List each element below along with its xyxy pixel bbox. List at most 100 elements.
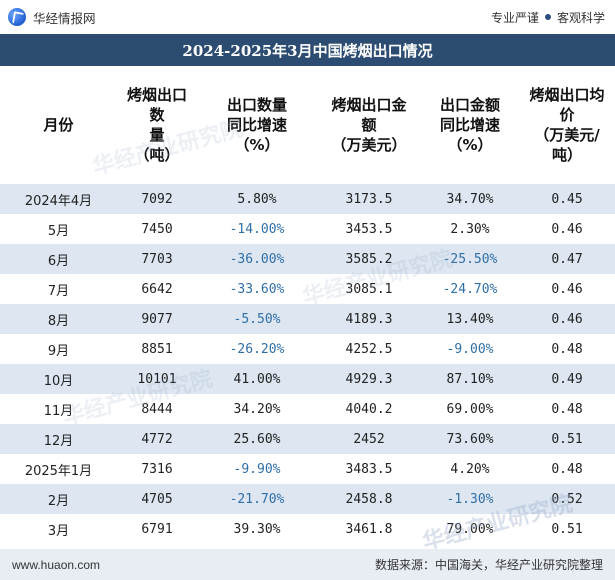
tagline: 专业严谨 客观科学: [491, 9, 605, 26]
table-cell-month: 5月: [0, 214, 117, 244]
table-cell-amt: 3085.1: [317, 274, 421, 304]
table-cell-amt-yoy: -24.70%: [421, 274, 519, 304]
data-table: 月份 烤烟出口数量 （吨） 出口数量同比增速 （%） 烤烟出口金额 （万美元） 出口金额同比增…: [0, 66, 615, 544]
table-cell-price: 0.48: [519, 394, 615, 424]
table-cell-amt-yoy: 79.00%: [421, 514, 519, 544]
brand[interactable]: 华经情报网: [8, 8, 96, 27]
table-cell-qty-yoy: -14.00%: [197, 214, 317, 244]
table-row: 12月 4772 25.60% 2452 73.60% 0.51: [0, 424, 615, 454]
footer-url[interactable]: www.huaon.com: [12, 557, 101, 572]
table-cell-amt-yoy: 87.10%: [421, 364, 519, 394]
table-cell-month: 2025年1月: [0, 454, 117, 484]
table-cell-month: 2月: [0, 484, 117, 514]
table-cell-month: 11月: [0, 394, 117, 424]
table-cell-month: 8月: [0, 304, 117, 334]
separator-dot-icon: [544, 14, 551, 20]
tagline-right: 客观科学: [556, 10, 605, 25]
column-header-line: 同比增速: [439, 116, 500, 134]
table-cell-qty-yoy: -36.00%: [197, 244, 317, 274]
table-cell-qty: 4772: [117, 424, 197, 454]
table-cell-amt-yoy: -9.00%: [421, 334, 519, 364]
column-header-line: 量: [149, 126, 165, 144]
table-row: 10月 10101 41.00% 4929.3 87.10% 0.49: [0, 364, 615, 394]
table-cell-amt: 3173.5: [317, 184, 421, 214]
table-cell-qty-yoy: -33.60%: [197, 274, 317, 304]
column-header-line: （%）: [447, 136, 493, 154]
column-header: 烤烟出口数量 （吨）: [117, 66, 197, 184]
column-header: 月份: [0, 66, 117, 184]
table-row: 2025年1月 7316 -9.90% 3483.5 4.20% 0.48: [0, 454, 615, 484]
table-cell-amt: 3585.2: [317, 244, 421, 274]
table-cell-qty: 6642: [117, 274, 197, 304]
table-cell-amt: 4040.2: [317, 394, 421, 424]
table-cell-month: 7月: [0, 274, 117, 304]
table-row: 2月 4705 -21.70% 2458.8 -1.30% 0.52: [0, 484, 615, 514]
brand-name: 华经情报网: [33, 10, 96, 26]
table-cell-amt: 2452: [317, 424, 421, 454]
column-header-line: 吨）: [551, 146, 582, 164]
table-cell-amt: 3461.8: [317, 514, 421, 544]
table-cell-month: 12月: [0, 424, 117, 454]
table-cell-price: 0.46: [519, 304, 615, 334]
top-bar: 华经情报网 专业严谨 客观科学: [0, 0, 615, 34]
table-cell-amt-yoy: -25.50%: [421, 244, 519, 274]
table-cell-qty-yoy: -26.20%: [197, 334, 317, 364]
column-header-line: 同比增速: [226, 116, 287, 134]
table-cell-qty: 7316: [117, 454, 197, 484]
column-header-line: 出口金额: [439, 96, 500, 114]
table-row: 9月 8851 -26.20% 4252.5 -9.00% 0.48: [0, 334, 615, 364]
column-header-line: （吨）: [134, 146, 180, 164]
table-row: 3月 6791 39.30% 3461.8 79.00% 0.51: [0, 514, 615, 544]
table-cell-amt: 3483.5: [317, 454, 421, 484]
table-cell-amt-yoy: 34.70%: [421, 184, 519, 214]
column-header-line: 价: [559, 106, 575, 124]
column-header: 烤烟出口金额 （万美元）: [317, 66, 421, 184]
footer: www.huaon.com 数据来源：中国海关，华经产业研究院整理: [0, 549, 615, 580]
table-title: 2024-2025年3月中国烤烟出口情况: [0, 34, 615, 66]
column-header-line: 烤烟出口均: [529, 86, 605, 104]
table-cell-qty-yoy: 41.00%: [197, 364, 317, 394]
column-header-line: （%）: [234, 136, 280, 154]
table-cell-qty-yoy: 5.80%: [197, 184, 317, 214]
column-header: 出口金额同比增速 （%）: [421, 66, 519, 184]
table-cell-price: 0.45: [519, 184, 615, 214]
table-cell-qty-yoy: -21.70%: [197, 484, 317, 514]
table-cell-price: 0.48: [519, 334, 615, 364]
table-cell-qty-yoy: -5.50%: [197, 304, 317, 334]
table-cell-amt: 4929.3: [317, 364, 421, 394]
table-cell-month: 3月: [0, 514, 117, 544]
table-cell-amt-yoy: 73.60%: [421, 424, 519, 454]
logo-icon: [8, 8, 26, 26]
table-cell-amt-yoy: 2.30%: [421, 214, 519, 244]
table-row: 5月 7450 -14.00% 3453.5 2.30% 0.46: [0, 214, 615, 244]
table-cell-amt-yoy: 69.00%: [421, 394, 519, 424]
table-cell-amt: 4252.5: [317, 334, 421, 364]
table-row: 6月 7703 -36.00% 3585.2 -25.50% 0.47: [0, 244, 615, 274]
table-cell-qty: 7450: [117, 214, 197, 244]
footer-source: 数据来源：中国海关，华经产业研究院整理: [374, 558, 603, 572]
column-header: 出口数量同比增速 （%）: [197, 66, 317, 184]
table-cell-qty: 8444: [117, 394, 197, 424]
table-cell-price: 0.51: [519, 424, 615, 454]
table-cell-amt-yoy: 13.40%: [421, 304, 519, 334]
column-header: 烤烟出口均价 （万美元/吨）: [519, 66, 615, 184]
table-cell-price: 0.46: [519, 214, 615, 244]
table-cell-qty: 7092: [117, 184, 197, 214]
column-header-line: 烤烟出口数: [126, 86, 187, 124]
table-cell-price: 0.47: [519, 244, 615, 274]
column-header-line: 月份: [43, 116, 74, 134]
column-header-line: 额: [361, 116, 377, 134]
table-cell-qty: 10101: [117, 364, 197, 394]
table-cell-qty: 9077: [117, 304, 197, 334]
column-header-line: 烤烟出口金: [331, 96, 407, 114]
table-cell-month: 10月: [0, 364, 117, 394]
table-cell-amt: 2458.8: [317, 484, 421, 514]
column-header-line: （万美元）: [331, 136, 407, 154]
table-row: 2024年4月 7092 5.80% 3173.5 34.70% 0.45: [0, 184, 615, 214]
table-cell-amt: 4189.3: [317, 304, 421, 334]
table-cell-amt-yoy: -1.30%: [421, 484, 519, 514]
table-cell-qty: 8851: [117, 334, 197, 364]
column-header-line: 出口数量: [226, 96, 287, 114]
table-cell-amt: 3453.5: [317, 214, 421, 244]
table-cell-qty-yoy: -9.90%: [197, 454, 317, 484]
